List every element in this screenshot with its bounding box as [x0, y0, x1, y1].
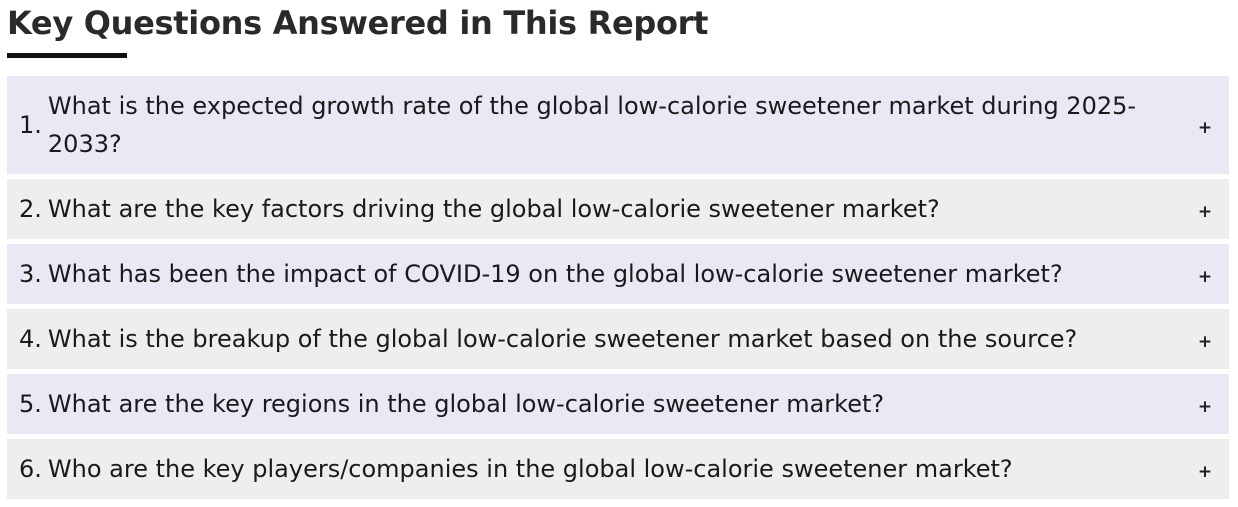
expand-plus-icon[interactable]: + — [1197, 267, 1213, 287]
faq-number: 3. — [19, 260, 42, 288]
title-underline — [7, 53, 127, 58]
faq-number: 4. — [19, 325, 42, 353]
faq-question: Who are the key players/companies in the… — [47, 455, 1013, 483]
faq-number: 1. — [19, 111, 42, 139]
faq-item-1[interactable]: 1. What is the expected growth rate of t… — [7, 76, 1229, 174]
faq-question: What are the key regions in the global l… — [47, 390, 885, 418]
faq-item-4[interactable]: 4. What is the breakup of the global low… — [7, 309, 1229, 369]
faq-question: What is the expected growth rate of the … — [47, 92, 1137, 158]
faq-number: 2. — [19, 195, 42, 223]
faq-number: 5. — [19, 390, 42, 418]
faq-item-2[interactable]: 2. What are the key factors driving the … — [7, 179, 1229, 239]
expand-plus-icon[interactable]: + — [1197, 332, 1213, 352]
faq-question: What is the breakup of the global low-ca… — [47, 325, 1078, 353]
faq-number: 6. — [19, 455, 42, 483]
section-title: Key Questions Answered in This Report — [7, 4, 709, 42]
expand-plus-icon[interactable]: + — [1197, 397, 1213, 417]
expand-plus-icon[interactable]: + — [1197, 202, 1213, 222]
faq-item-5[interactable]: 5. What are the key regions in the globa… — [7, 374, 1229, 434]
expand-plus-icon[interactable]: + — [1197, 462, 1213, 482]
faq-list: 1. What is the expected growth rate of t… — [7, 76, 1229, 504]
faq-question: What are the key factors driving the glo… — [47, 195, 940, 223]
faq-question: What has been the impact of COVID-19 on … — [47, 260, 1063, 288]
faq-item-6[interactable]: 6. Who are the key players/companies in … — [7, 439, 1229, 499]
expand-plus-icon[interactable]: + — [1197, 118, 1213, 138]
faq-item-3[interactable]: 3. What has been the impact of COVID-19 … — [7, 244, 1229, 304]
